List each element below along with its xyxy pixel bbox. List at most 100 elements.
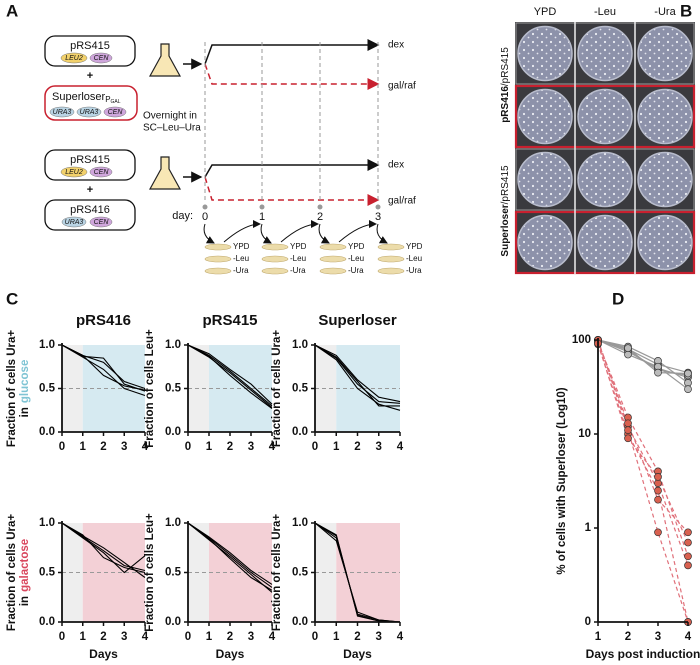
x-axis-label: Days xyxy=(89,647,118,661)
x-tick-label: 4 xyxy=(397,441,404,453)
flask xyxy=(148,156,182,190)
x-tick-label: 3 xyxy=(376,631,382,643)
plate xyxy=(204,267,232,275)
plate xyxy=(637,88,693,145)
subscript: GAL xyxy=(111,99,121,105)
plate xyxy=(577,151,633,208)
plate xyxy=(517,88,573,145)
chart: 0.0 0.5 1.0 0 1 2 3 4 Days Fraction of cells Ura+… xyxy=(6,514,149,662)
plate-label: YPD xyxy=(233,242,250,251)
timeline xyxy=(204,176,380,206)
plate-label: YPD xyxy=(348,242,365,251)
point xyxy=(624,350,632,359)
day-number: 0 xyxy=(202,211,208,223)
y-tick-label: 0.5 xyxy=(165,383,182,395)
y-tick-label: 0.0 xyxy=(39,426,55,438)
plate xyxy=(377,255,405,263)
panel-label: C xyxy=(6,289,18,308)
point xyxy=(684,385,692,394)
row-frame xyxy=(515,148,695,211)
series-line xyxy=(187,522,273,585)
y-tick-label: 1.0 xyxy=(292,517,308,529)
marker: URA3 xyxy=(53,109,72,116)
point xyxy=(684,369,692,378)
series-line xyxy=(314,522,401,623)
transfer-arrow xyxy=(203,223,215,244)
point xyxy=(684,552,692,561)
transfer-arrow xyxy=(318,223,330,244)
panel-a: A pRS415 LEU2 CEN + SuperloserPGAL URA3 … xyxy=(6,1,423,275)
row-label-bold: pRS416 xyxy=(500,86,511,123)
y-tick-label: 0.5 xyxy=(165,567,182,579)
marker: CEN xyxy=(94,169,110,176)
point xyxy=(624,419,632,428)
marker: URA3 xyxy=(80,109,99,116)
series-line xyxy=(61,522,146,574)
chart-title: Superloser xyxy=(318,312,397,329)
y-axis-label: Fraction of cells Leu+ xyxy=(144,513,156,632)
day-number: 2 xyxy=(317,211,323,223)
x-tick-label: 2 xyxy=(100,631,106,643)
x-tick-label: 3 xyxy=(655,631,661,643)
plate-label: -Leu xyxy=(290,254,306,263)
marker: LEU2 xyxy=(65,169,83,176)
marker: CEN xyxy=(94,55,110,62)
panel-b: B YPD -Leu -UrapRS416/pRS415Superloser/pRS… xyxy=(500,1,696,275)
day-dot xyxy=(259,204,265,210)
series-line xyxy=(597,339,689,378)
series-line xyxy=(314,344,401,403)
marker: URA3 xyxy=(65,219,84,226)
y-tick-label: 0.0 xyxy=(165,426,181,438)
point xyxy=(624,344,632,352)
y-axis-label: in galactose xyxy=(19,539,31,606)
marker: CEN xyxy=(94,219,110,226)
point xyxy=(624,426,632,434)
x-tick-label: 4 xyxy=(269,441,276,453)
point xyxy=(684,561,692,570)
plate xyxy=(517,214,573,271)
point xyxy=(624,434,632,443)
y-tick-label: 0.5 xyxy=(292,567,309,579)
point xyxy=(654,528,662,537)
y-tick-label: 1.0 xyxy=(292,339,308,351)
marker-chip xyxy=(89,52,113,64)
timeline xyxy=(204,39,380,65)
x-tick-label: 1 xyxy=(206,631,213,643)
x-tick-label: 3 xyxy=(121,631,127,643)
y-tick-label: 1 xyxy=(585,522,592,534)
plate xyxy=(261,243,289,251)
y-tick-label: 1.0 xyxy=(39,339,55,351)
series-line xyxy=(597,343,689,543)
plate-label: -Ura xyxy=(233,266,249,275)
flask xyxy=(148,43,182,77)
plasmid-name: pRS415 xyxy=(70,154,110,166)
day-dot xyxy=(375,204,381,210)
marker-chip xyxy=(49,106,75,118)
y-tick-label: 0.5 xyxy=(39,383,56,395)
series-line xyxy=(61,344,146,390)
chart-title: pRS415 xyxy=(202,312,257,329)
x-tick-label: 1 xyxy=(206,441,213,453)
x-tick-label: 3 xyxy=(248,631,254,643)
column-label: YPD xyxy=(534,6,557,18)
timeline xyxy=(204,159,380,178)
x-axis-label: Days post induction xyxy=(586,647,700,661)
point xyxy=(654,495,662,504)
transfer-arrow xyxy=(260,223,272,244)
chart: 0.0 0.5 1.0 0 1 2 3 4 pRS415 Fraction of cells Le… xyxy=(144,312,276,453)
plate xyxy=(204,243,232,251)
plate xyxy=(261,255,289,263)
plate xyxy=(637,214,693,271)
x-tick-label: 0 xyxy=(185,631,191,643)
marker-chip xyxy=(76,106,102,118)
day-number: 1 xyxy=(259,211,265,223)
marker-chip xyxy=(89,216,113,228)
x-tick-label: 4 xyxy=(685,631,692,643)
marker: CEN xyxy=(108,109,124,116)
x-tick-label: 4 xyxy=(142,631,149,643)
row-label-bold: Superloser xyxy=(500,204,511,256)
y-axis-label: Fraction of cells Ura+ xyxy=(271,514,283,632)
x-tick-label: 2 xyxy=(227,631,233,643)
plate xyxy=(377,267,405,275)
